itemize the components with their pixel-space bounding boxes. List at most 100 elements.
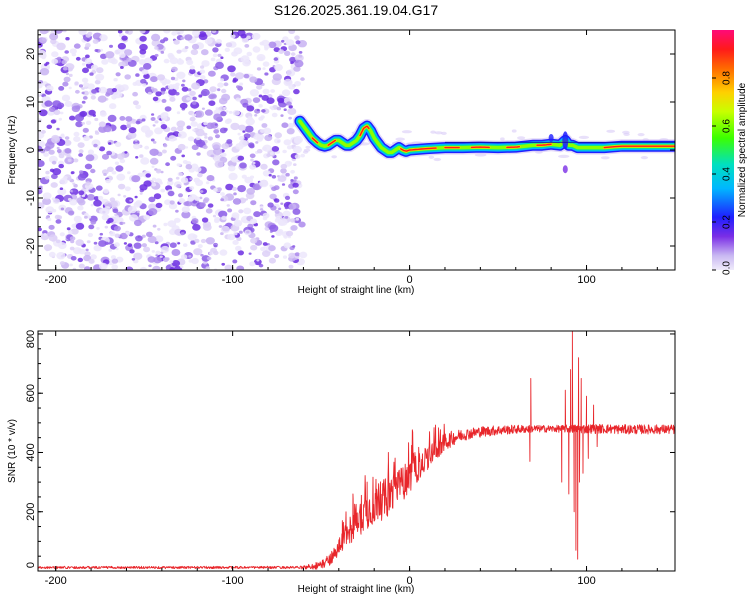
- noise-blob: [164, 79, 171, 85]
- noise-blob: [230, 34, 236, 39]
- noise-blob: [262, 250, 271, 257]
- noise-blob: [103, 188, 109, 194]
- noise-blob: [187, 196, 195, 202]
- noise-blob: [280, 202, 284, 205]
- noise-blob: [256, 149, 263, 154]
- y-tick-label: 600: [25, 384, 37, 402]
- noise-blob: [93, 244, 102, 252]
- noise-blob: [139, 30, 146, 34]
- noise-blob: [246, 105, 255, 112]
- noise-blob: [227, 208, 233, 213]
- noise-blob: [40, 233, 50, 241]
- noise-blob: [113, 90, 123, 99]
- noise-blob: [233, 192, 237, 196]
- noise-blob: [191, 257, 199, 265]
- noise-blob: [268, 245, 276, 252]
- ridge-core-red: [311, 137, 319, 144]
- noise-blob: [217, 88, 221, 92]
- noise-blob: [83, 135, 90, 142]
- noise-blob: [191, 101, 197, 105]
- noise-blob: [160, 170, 164, 174]
- spectrogram-y-label: Frequency (Hz): [7, 116, 18, 185]
- noise-blob: [282, 210, 291, 217]
- noise-blob: [285, 230, 294, 237]
- noise-blob: [305, 145, 311, 149]
- y-tick-label: -10: [25, 190, 37, 206]
- noise-blob: [243, 207, 252, 215]
- noise-blob: [237, 185, 247, 193]
- noise-blob: [227, 165, 236, 172]
- noise-blob: [295, 217, 300, 221]
- noise-blob: [194, 238, 200, 243]
- noise-blob: [163, 37, 169, 42]
- noise-blob: [141, 234, 146, 238]
- noise-blob: [214, 123, 218, 126]
- noise-blob: [193, 248, 203, 256]
- snr-plot-area: [38, 331, 675, 570]
- noise-blob: [169, 200, 175, 205]
- noise-blob: [169, 57, 179, 65]
- colorbar-gradient: [712, 30, 734, 270]
- noise-blob: [84, 58, 93, 65]
- noise-blob: [176, 111, 181, 115]
- noise-blob: [39, 109, 48, 117]
- noise-blob: [150, 76, 158, 83]
- noise-blob: [246, 187, 255, 195]
- noise-blob: [75, 121, 83, 128]
- noise-blob: [282, 255, 288, 259]
- x-tick-label: -100: [222, 274, 244, 286]
- noise-blob: [72, 189, 77, 193]
- noise-blob: [139, 43, 148, 51]
- noise-blob: [95, 185, 103, 191]
- noise-blob: [83, 82, 90, 88]
- noise-blob: [274, 209, 280, 214]
- noise-blob: [250, 158, 254, 162]
- noise-blob: [120, 124, 128, 131]
- noise-blob: [235, 245, 242, 252]
- noise-blob: [109, 197, 116, 202]
- noise-blob: [225, 183, 234, 191]
- noise-blob: [128, 127, 137, 134]
- noise-blob: [175, 82, 180, 87]
- noise-blob: [247, 116, 253, 120]
- noise-blob: [273, 185, 280, 191]
- noise-blob: [213, 147, 223, 156]
- noise-blob: [48, 234, 58, 242]
- noise-blob: [274, 138, 281, 144]
- noise-blob: [395, 137, 406, 141]
- noise-blob: [277, 175, 287, 183]
- noise-blob: [198, 33, 208, 41]
- noise-blob: [269, 224, 279, 232]
- noise-blob: [260, 163, 268, 170]
- noise-blob: [71, 223, 77, 229]
- noise-blob: [65, 37, 70, 41]
- noise-blob: [152, 224, 157, 228]
- noise-blob: [276, 106, 282, 111]
- noise-blob: [81, 77, 89, 83]
- noise-blob: [190, 121, 198, 127]
- noise-blob: [94, 117, 99, 122]
- noise-blob: [73, 183, 78, 188]
- noise-blob: [96, 67, 104, 74]
- noise-blob: [38, 160, 45, 167]
- noise-blob: [78, 84, 84, 88]
- noise-blob: [275, 230, 283, 236]
- noise-blob: [293, 66, 301, 72]
- noise-blob: [299, 251, 308, 259]
- noise-blob: [119, 158, 126, 164]
- noise-blob: [170, 126, 177, 132]
- noise-blob: [163, 30, 171, 34]
- noise-blob: [207, 203, 214, 208]
- noise-blob: [98, 240, 107, 247]
- noise-blob: [212, 53, 218, 58]
- noise-blob: [640, 156, 649, 160]
- noise-blob: [171, 66, 178, 72]
- noise-blob: [177, 242, 181, 245]
- noise-blob: [177, 172, 183, 177]
- noise-blob: [140, 266, 147, 270]
- noise-blob: [289, 218, 296, 223]
- noise-blob: [239, 82, 244, 86]
- noise-blob: [192, 224, 201, 231]
- noise-blob: [203, 121, 208, 126]
